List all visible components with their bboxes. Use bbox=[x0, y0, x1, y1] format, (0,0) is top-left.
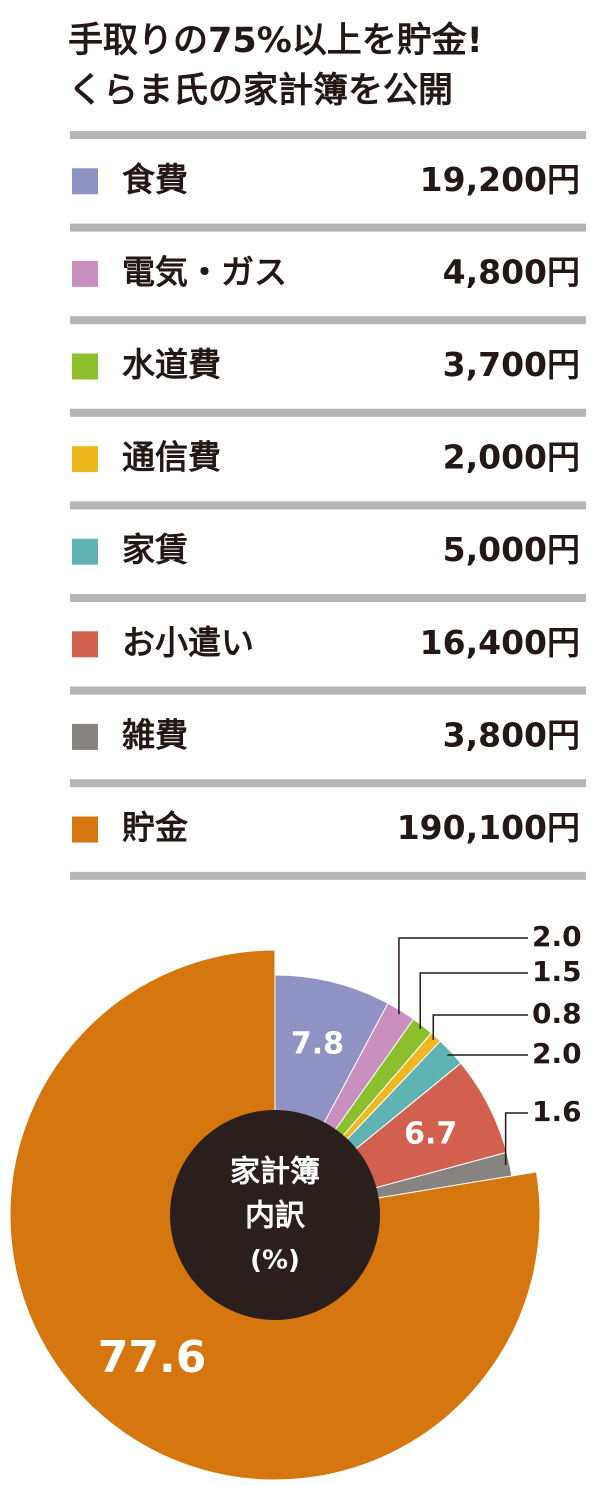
separator bbox=[70, 779, 586, 788]
separator bbox=[70, 408, 586, 417]
legend-swatch bbox=[72, 353, 98, 380]
category-name: 貯金 bbox=[122, 808, 189, 847]
separator bbox=[70, 316, 586, 325]
separator bbox=[70, 131, 586, 139]
legend-swatch bbox=[72, 816, 98, 843]
category-name: 水道費 bbox=[122, 345, 221, 384]
leader-line bbox=[398, 937, 528, 1015]
category-name: 雑費 bbox=[121, 715, 188, 754]
amount: 16,400円 bbox=[420, 623, 580, 662]
amount: 2,000円 bbox=[443, 438, 580, 477]
amount: 190,100円 bbox=[397, 808, 580, 847]
category-name: 家賃 bbox=[122, 530, 188, 569]
legend-swatch bbox=[72, 723, 98, 750]
value-label: 2.0 bbox=[532, 1037, 582, 1070]
value-label: 0.8 bbox=[532, 997, 582, 1030]
title: 手取りの75%以上を貯金! bbox=[68, 20, 483, 61]
value-label: 7.8 bbox=[291, 1027, 344, 1062]
subtitle: くらま氏の家計簿を公開 bbox=[68, 71, 453, 111]
value-label: 6.7 bbox=[404, 1117, 457, 1152]
value-label: 1.6 bbox=[532, 1095, 582, 1128]
legend-swatch bbox=[72, 168, 98, 195]
leader-line bbox=[432, 1014, 528, 1040]
separator bbox=[70, 501, 586, 510]
leader-line bbox=[504, 1112, 528, 1165]
separator bbox=[70, 871, 586, 880]
legend-swatch bbox=[72, 446, 98, 473]
category-name: 通信費 bbox=[122, 438, 221, 477]
center-label: (%) bbox=[250, 1246, 300, 1276]
amount: 4,800円 bbox=[443, 252, 580, 291]
amount: 5,000円 bbox=[443, 530, 580, 569]
value-label: 77.6 bbox=[98, 1332, 207, 1383]
amount: 3,800円 bbox=[443, 715, 580, 754]
separator bbox=[70, 223, 586, 232]
center-label: 内訳 bbox=[245, 1199, 306, 1234]
legend-swatch bbox=[72, 538, 98, 565]
legend-swatch bbox=[72, 260, 98, 287]
leader-line bbox=[419, 972, 528, 1029]
legend-swatch bbox=[72, 631, 98, 658]
separator bbox=[70, 686, 586, 695]
value-label: 1.5 bbox=[532, 955, 582, 988]
category-name: お小遣い bbox=[122, 623, 254, 662]
amount: 19,200円 bbox=[420, 160, 580, 199]
center-circle bbox=[170, 1110, 380, 1320]
separator bbox=[70, 594, 586, 602]
value-label: 2.0 bbox=[532, 920, 582, 953]
category-name: 食費 bbox=[122, 160, 188, 199]
center-label: 家計簿 bbox=[230, 1155, 320, 1190]
category-name: 電気・ガス bbox=[122, 252, 287, 291]
amount: 3,700円 bbox=[443, 345, 580, 384]
